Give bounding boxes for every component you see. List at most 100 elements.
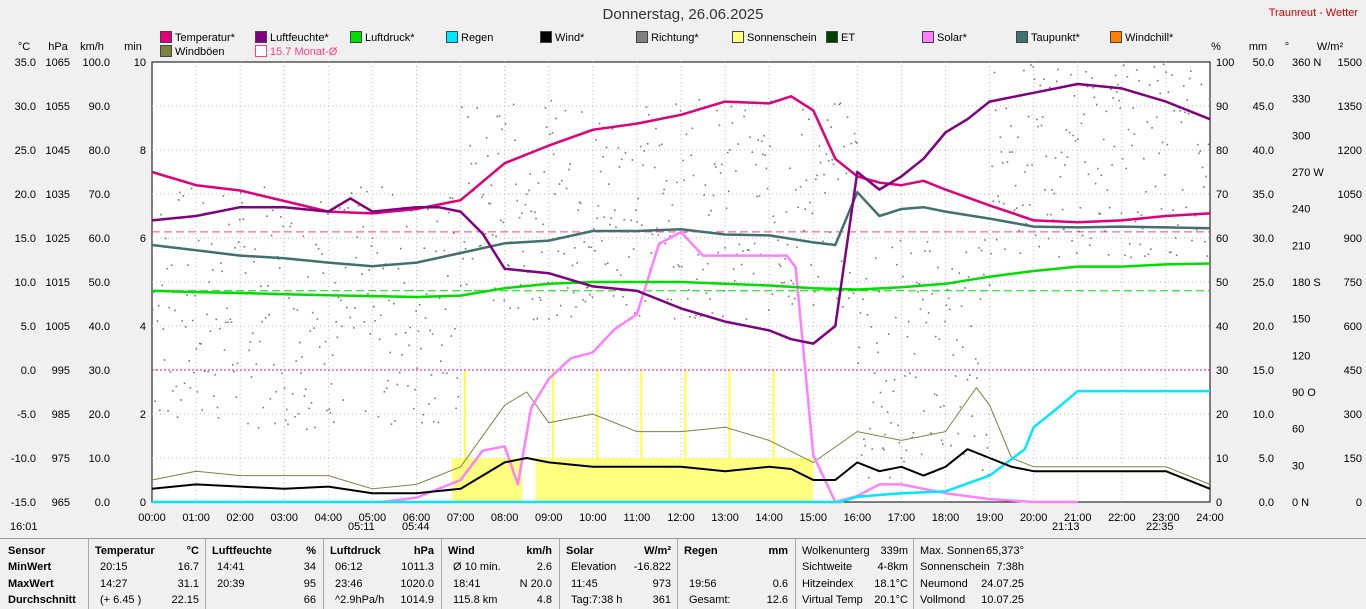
direction-point — [744, 109, 747, 112]
stats-row: Wolkenunterg 339m — [802, 543, 908, 559]
direction-point — [311, 311, 314, 314]
direction-point — [1024, 171, 1026, 173]
legend-item: Taupunkt* — [1016, 31, 1080, 44]
direction-point — [156, 320, 159, 322]
direction-point — [681, 265, 683, 268]
direction-point — [670, 298, 673, 301]
direction-point — [1111, 164, 1113, 166]
direction-point — [745, 318, 748, 320]
direction-point — [164, 237, 167, 240]
direction-point — [944, 320, 946, 323]
direction-point — [846, 116, 849, 119]
direction-point — [1097, 167, 1099, 170]
direction-point — [403, 282, 406, 284]
direction-point — [522, 250, 524, 253]
direction-point — [847, 297, 850, 300]
x-tick-label: 09:00 — [535, 512, 563, 524]
direction-point — [669, 235, 671, 237]
direction-point — [937, 266, 939, 269]
direction-point — [906, 335, 909, 338]
direction-point — [367, 293, 369, 295]
stats-cell: 20:15 — [100, 561, 128, 574]
direction-point — [765, 167, 768, 170]
stats-cell: 1011.3 — [401, 561, 434, 574]
direction-point — [1061, 208, 1064, 211]
direction-point — [289, 225, 292, 228]
temp-tick-label: 15.0 — [15, 233, 36, 245]
x-tick-label: 21:00 — [1064, 512, 1092, 524]
direction-point — [609, 223, 611, 226]
direction-point — [291, 393, 294, 395]
direction-point — [362, 225, 365, 228]
direction-point — [267, 285, 269, 287]
direction-point — [544, 107, 547, 109]
direction-point — [357, 205, 360, 207]
direction-point — [442, 372, 444, 374]
direction-point — [591, 296, 594, 298]
direction-point — [211, 269, 214, 271]
temp-tick-label: 20.0 — [15, 189, 36, 201]
direction-point — [709, 298, 711, 300]
stats-cell: Virtual Temp — [802, 593, 863, 606]
direction-point — [341, 325, 343, 328]
direction-point — [161, 284, 164, 287]
direction-point — [961, 346, 964, 349]
direction-point — [1090, 237, 1092, 240]
deg-tick-label: 60 — [1292, 424, 1304, 436]
sun-time-left: 16:01 — [10, 521, 38, 533]
direction-point — [390, 423, 393, 425]
direction-point — [241, 202, 243, 204]
direction-point — [758, 195, 761, 197]
direction-point — [176, 416, 179, 419]
direction-point — [421, 421, 423, 424]
direction-point — [481, 196, 483, 198]
legend-swatch — [1016, 31, 1028, 43]
direction-point — [873, 372, 876, 375]
stats-misc2-col: Max. Sonnen 65,373° Sonnenschein 7:38h Neumo… — [920, 543, 1024, 608]
direction-point — [260, 285, 262, 288]
temp-tick-label: 35.0 — [15, 57, 36, 69]
direction-point — [1080, 122, 1083, 125]
direction-point — [907, 320, 910, 323]
direction-point — [478, 245, 481, 247]
hpa-tick-label: 1035 — [46, 189, 70, 201]
direction-point — [1180, 121, 1183, 124]
stats-cell: 11:45 — [571, 577, 598, 590]
direction-point — [216, 406, 219, 409]
direction-point — [677, 264, 680, 266]
direction-point — [985, 434, 988, 436]
direction-point — [530, 210, 533, 213]
direction-point — [662, 192, 664, 195]
direction-point — [1166, 143, 1169, 146]
direction-point — [411, 289, 414, 292]
direction-point — [1148, 84, 1151, 86]
station-name[interactable]: Traunreut - Wetter — [1268, 7, 1358, 19]
legend-swatch — [732, 31, 744, 43]
stats-rain-col: Regen mm 19:56 0.6 Gesamt: 12.6 — [684, 543, 788, 608]
stats-cell: Hitzeindex — [802, 577, 854, 590]
direction-point — [1123, 64, 1125, 66]
direction-point — [388, 299, 390, 302]
direction-point — [1171, 74, 1173, 77]
direction-point — [731, 122, 734, 124]
direction-point — [571, 264, 574, 267]
direction-point — [313, 327, 315, 329]
direction-point — [545, 126, 548, 128]
direction-point — [900, 457, 903, 459]
direction-point — [818, 145, 821, 147]
direction-point — [283, 387, 286, 390]
direction-point — [273, 364, 275, 366]
direction-point — [516, 199, 519, 202]
stats-row: Hitzeindex 18.1°C — [802, 576, 908, 592]
direction-point — [588, 246, 590, 248]
stats-cell: Sonnenschein — [920, 561, 990, 574]
direction-point — [994, 109, 997, 112]
direction-point — [1127, 128, 1130, 131]
stats-divider — [88, 539, 89, 609]
direction-point — [1187, 112, 1190, 115]
direction-point — [879, 391, 882, 394]
direction-point — [724, 247, 727, 249]
direction-point — [315, 243, 318, 246]
direction-point — [282, 225, 285, 228]
direction-point — [236, 362, 239, 365]
